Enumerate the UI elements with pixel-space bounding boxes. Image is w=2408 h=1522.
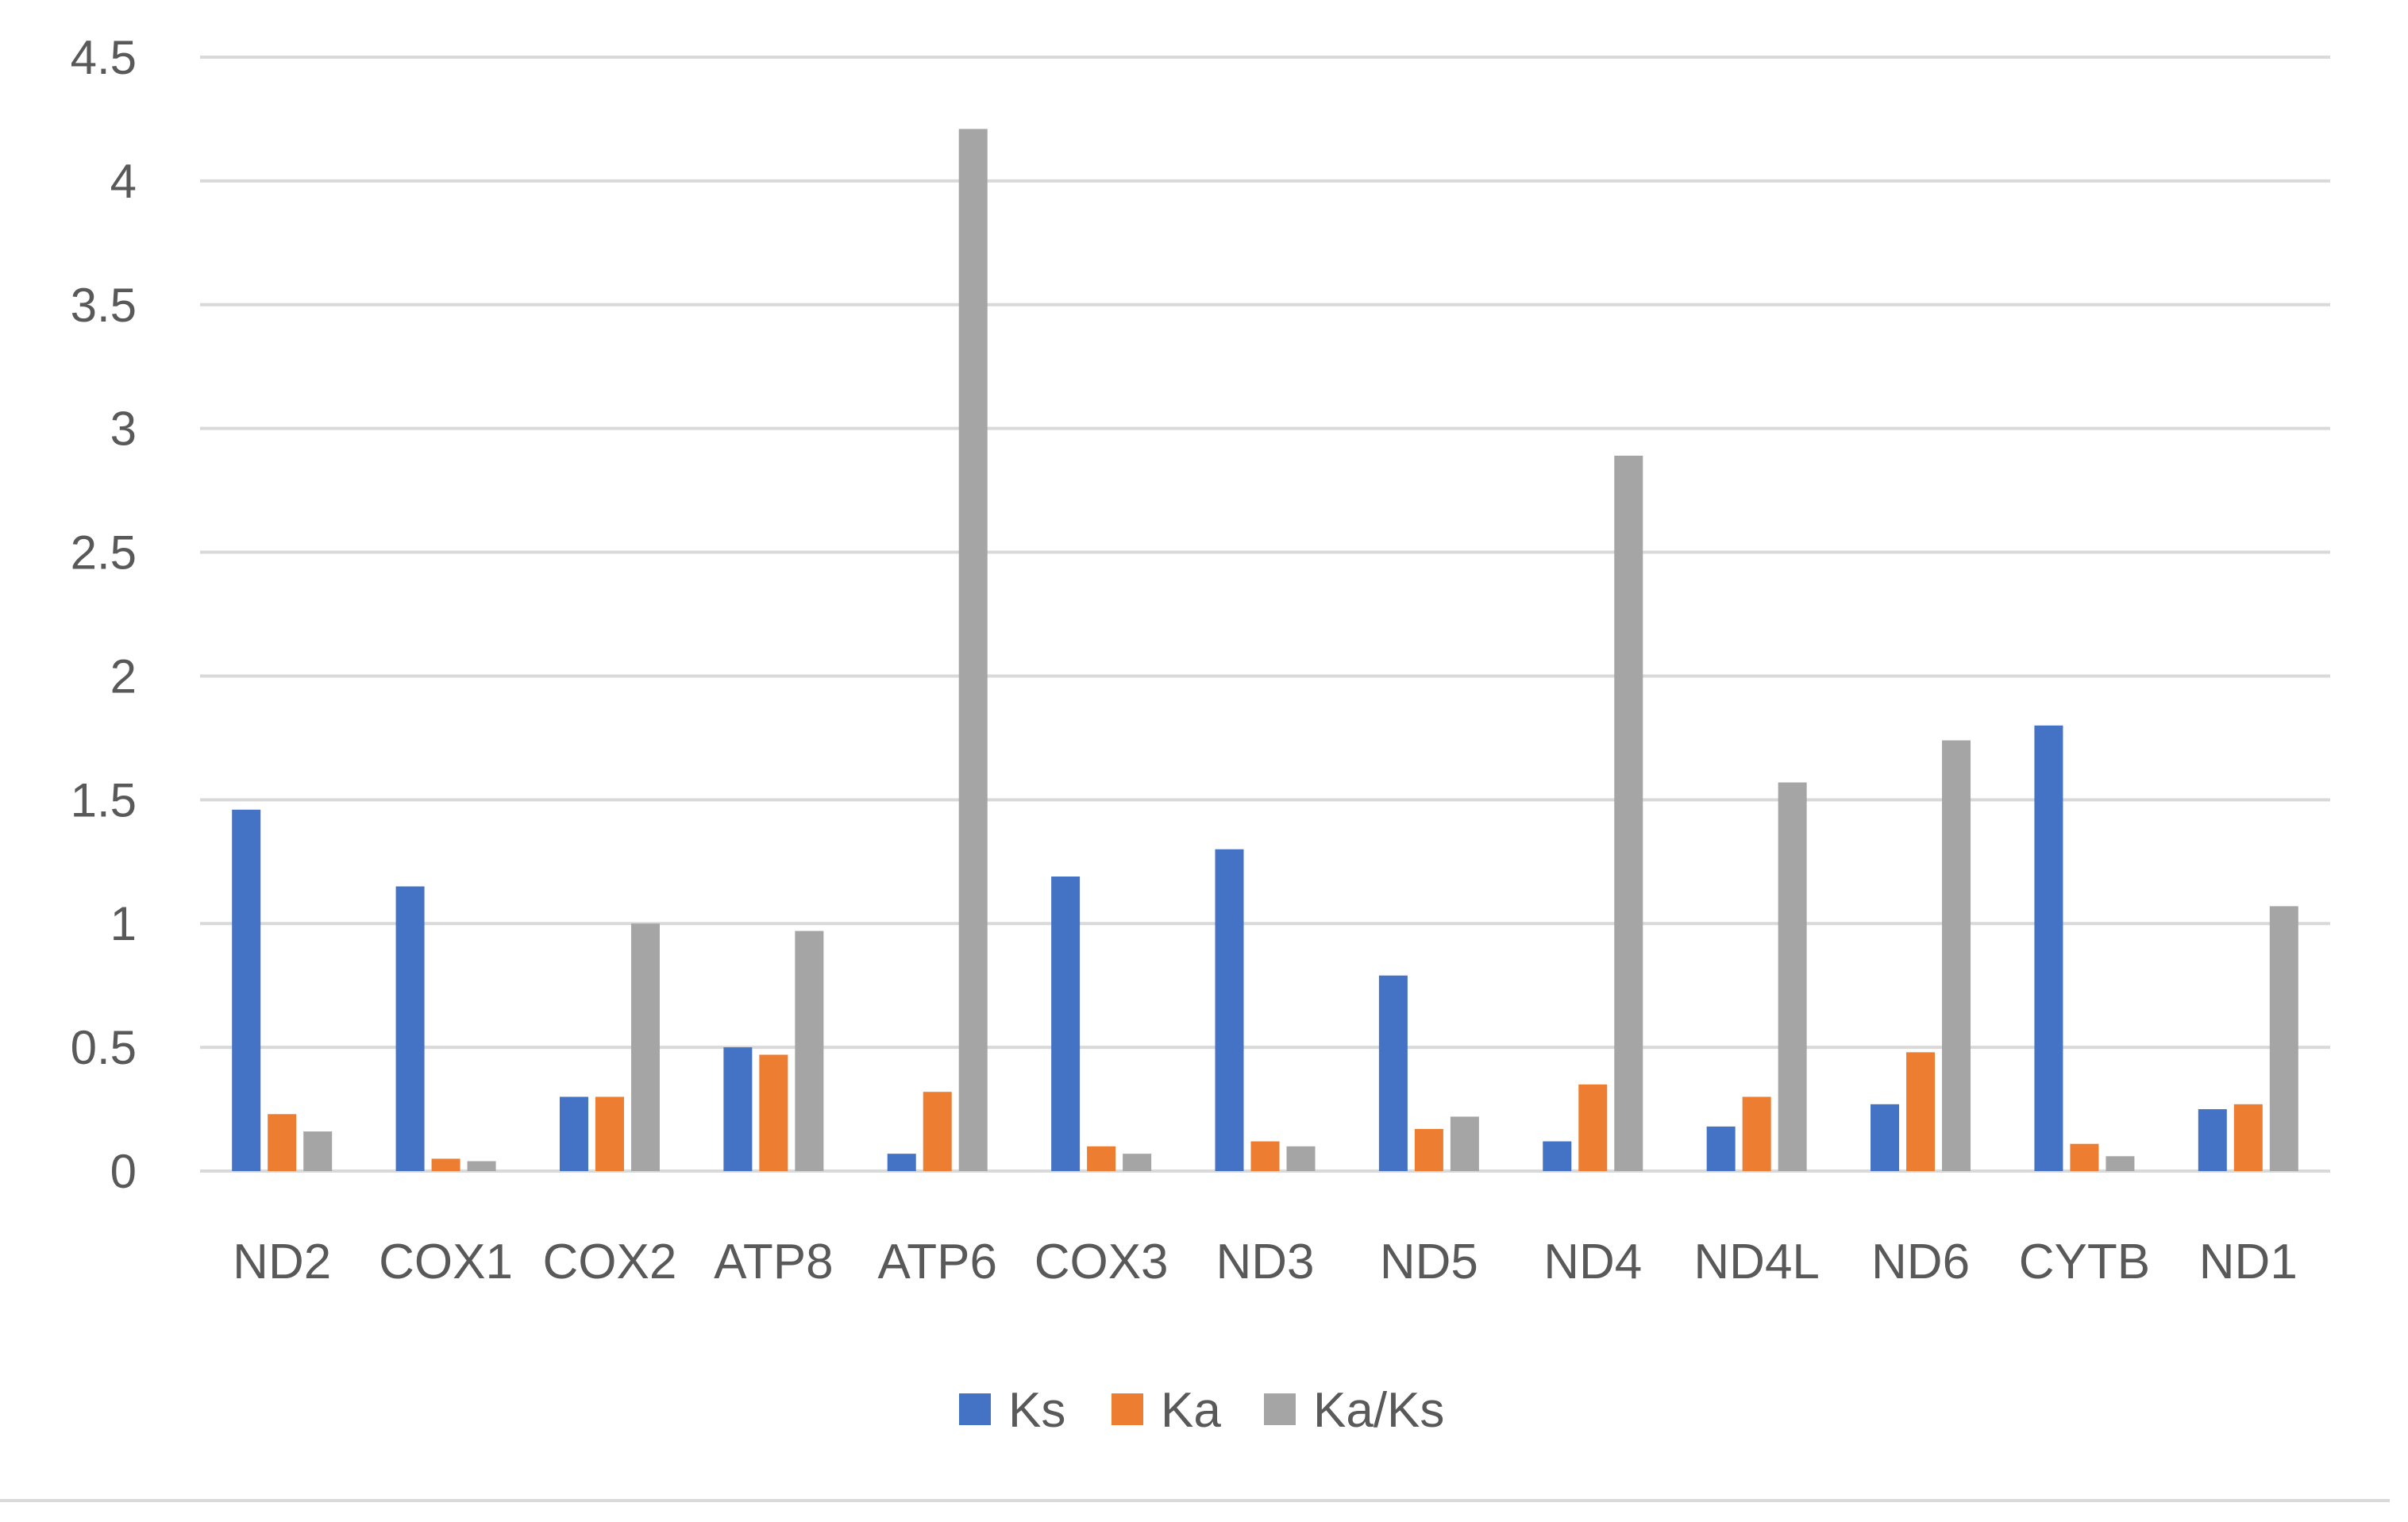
bar-ka-ks-nd1 — [2269, 906, 2298, 1171]
bar-ka-cox3 — [1087, 1146, 1116, 1171]
bar-ka-cox2 — [595, 1096, 624, 1171]
bar-ka-ks-nd6 — [1942, 740, 1971, 1171]
x-category-label: ND5 — [1380, 1235, 1478, 1289]
y-tick-label: 2.5 — [71, 526, 137, 580]
bar-ka-ks-nd5 — [1450, 1116, 1479, 1171]
x-category-label: ND1 — [2199, 1235, 2298, 1289]
bar-ka-ks-cox1 — [467, 1161, 496, 1171]
y-tick-label: 3 — [110, 403, 137, 456]
y-tick-label: 1.5 — [71, 773, 137, 827]
bar-ka-ks-atp8 — [795, 931, 824, 1171]
y-tick-label: 0 — [110, 1145, 137, 1198]
bar-ka-cox1 — [431, 1158, 460, 1171]
y-tick-label: 4.5 — [71, 31, 137, 84]
bar-ks-nd4 — [1543, 1141, 1572, 1171]
bar-ks-cox1 — [395, 886, 425, 1171]
x-category-label: COX3 — [1034, 1235, 1169, 1289]
x-category-label: ATP8 — [714, 1235, 833, 1289]
bar-ks-nd3 — [1215, 849, 1244, 1171]
bar-ka-cytb — [2070, 1143, 2099, 1171]
bar-ka-ks-nd4 — [1614, 455, 1643, 1171]
bar-ks-atp8 — [723, 1047, 753, 1171]
bar-ks-atp6 — [887, 1154, 916, 1171]
legend-label: Ka — [1161, 1383, 1221, 1438]
bar-ka-nd1 — [2233, 1104, 2263, 1171]
y-axis-tick-labels: 0 0.5 1 1.5 2 2.5 3 3.5 4 4.5 — [71, 31, 137, 1198]
y-tick-label: 3.5 — [71, 279, 137, 332]
bar-ka-nd4 — [1578, 1084, 1608, 1171]
legend-item-ka-ks: Ka/Ks — [1264, 1383, 1444, 1438]
x-axis-category-labels: ND2 COX1 COX2 ATP8 ATP6 COX3 ND3 ND5 ND4 ND4L ND6 C… — [233, 1235, 2298, 1289]
y-tick-label: 1 — [110, 897, 137, 950]
bar-ks-cytb — [2034, 725, 2063, 1171]
legend-item-ka: Ka — [1112, 1383, 1221, 1438]
bar-ka-atp8 — [759, 1054, 788, 1171]
bar-ks-nd2 — [232, 809, 261, 1171]
x-category-label: ND2 — [233, 1235, 331, 1289]
x-category-label: COX2 — [543, 1235, 677, 1289]
bar-ka-ks-nd2 — [303, 1131, 333, 1171]
bar-ka-ks-atp6 — [958, 129, 988, 1172]
bar-ks-nd1 — [2198, 1109, 2227, 1171]
x-category-label: ND3 — [1216, 1235, 1314, 1289]
legend-swatch — [1112, 1393, 1143, 1425]
bar-ka-atp6 — [923, 1092, 952, 1171]
bar-ks-cox2 — [559, 1096, 588, 1171]
bar-ks-nd6 — [1871, 1104, 1900, 1171]
bar-ka-nd5 — [1414, 1128, 1443, 1171]
bar-ka-ks-cox3 — [1123, 1154, 1152, 1171]
bar-ka-ks-nd4l — [1778, 782, 1807, 1171]
bar-ka-nd6 — [1906, 1052, 1936, 1171]
bar-ks-nd4l — [1706, 1126, 1736, 1171]
bar-ka-ks-cox2 — [630, 923, 660, 1171]
bars — [232, 129, 2298, 1172]
legend: Ks Ka Ka/Ks — [959, 1383, 1444, 1438]
bar-ka-ks-cytb — [2106, 1156, 2135, 1171]
bar-ka-nd3 — [1250, 1141, 1280, 1171]
x-category-label: ND4L — [1693, 1235, 1820, 1289]
x-category-label: ND4 — [1543, 1235, 1642, 1289]
y-tick-label: 2 — [110, 649, 137, 703]
legend-item-ks: Ks — [959, 1383, 1065, 1438]
y-tick-label: 0.5 — [71, 1021, 137, 1074]
x-category-label: CYTB — [2019, 1235, 2150, 1289]
gridlines — [200, 56, 2330, 1173]
x-category-label: COX1 — [379, 1235, 513, 1289]
bar-ks-nd5 — [1378, 975, 1408, 1171]
legend-swatch — [959, 1393, 991, 1425]
x-category-label: ND6 — [1871, 1235, 1970, 1289]
bar-ka-nd4l — [1742, 1096, 1771, 1171]
bar-ks-cox3 — [1051, 876, 1081, 1171]
y-tick-label: 4 — [110, 155, 137, 208]
legend-label: Ks — [1008, 1383, 1065, 1438]
bar-ka-nd2 — [268, 1114, 297, 1171]
bar-ka-ks-nd3 — [1286, 1146, 1316, 1171]
x-category-label: ATP6 — [877, 1235, 996, 1289]
legend-label: Ka/Ks — [1313, 1383, 1444, 1438]
legend-swatch — [1264, 1393, 1296, 1425]
